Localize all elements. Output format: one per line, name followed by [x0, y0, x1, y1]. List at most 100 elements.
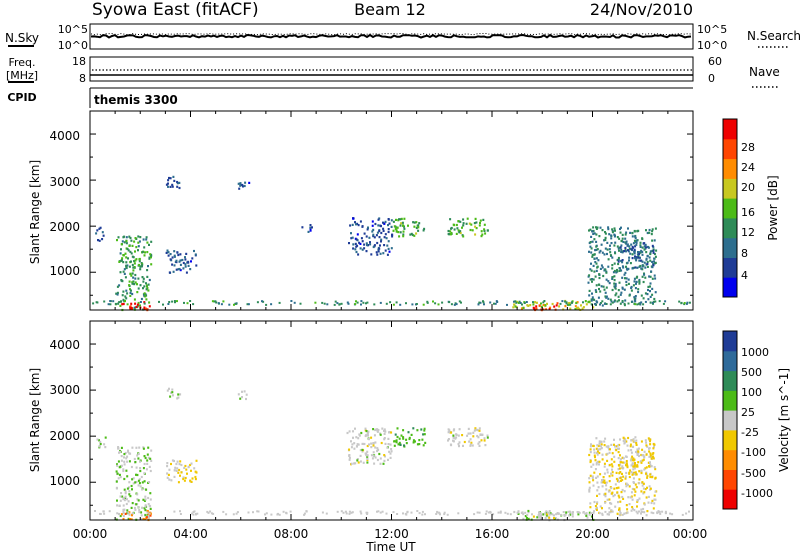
echo-cell-0-ground	[233, 303, 235, 306]
echo-cell-0-3	[175, 268, 178, 271]
echo-cell-0-12	[595, 227, 598, 230]
echo-cell-1-1	[127, 517, 130, 520]
echo-cell-1-11	[649, 443, 652, 446]
echo-cell-0-10	[568, 302, 571, 305]
echo-cell-1-1	[126, 509, 129, 512]
echo-cell-0-ground	[540, 302, 542, 305]
echo-cell-0-7	[351, 223, 354, 226]
echo-cell-0-12	[614, 252, 617, 255]
echo-cell-0-12	[603, 239, 606, 242]
echo-cell-0-11	[535, 307, 538, 310]
echo-cell-1-2	[122, 518, 125, 521]
echo-cell-1-6	[362, 461, 365, 464]
echo-cell-0-9	[450, 232, 453, 235]
echo-cell-0-ground	[235, 302, 238, 305]
echo-cell-1-8	[448, 430, 451, 433]
echo-cell-1-11	[606, 468, 609, 471]
echo-cell-0-7	[352, 247, 355, 250]
echo-cell-1-11	[596, 444, 599, 447]
echo-cell-1-11	[628, 475, 631, 479]
xtick-0800: 08:00	[274, 527, 309, 541]
echo-cell-0-12	[630, 289, 633, 292]
echo-cell-1-1	[147, 503, 150, 506]
echo-cell-0-13	[620, 244, 623, 247]
echo-cell-1-11	[654, 468, 657, 471]
echo-cell-1-12	[645, 453, 648, 456]
echo-cell-1-ground	[476, 511, 479, 514]
echo-cell-0-13	[646, 262, 649, 265]
echo-cell-0-12	[602, 274, 605, 278]
echo-cell-0-12	[639, 241, 642, 244]
echo-cell-0-ground	[453, 303, 456, 306]
echo-cell-1-6	[383, 459, 386, 462]
echo-cell-0-12	[625, 277, 628, 280]
echo-cell-0-7	[366, 243, 368, 246]
echo-cell-1-1	[115, 480, 118, 483]
echo-cell-1-8	[470, 441, 473, 444]
echo-cell-1-1	[123, 477, 126, 481]
echo-cell-1-8	[454, 437, 457, 440]
echo-cell-1-ground	[127, 511, 130, 514]
echo-cell-1-ground	[621, 513, 624, 516]
echo-cell-0-1	[138, 257, 141, 261]
echo-cell-0-ground	[373, 303, 376, 306]
echo-cell-1-ground	[195, 513, 197, 516]
echo-cell-1-8	[481, 433, 484, 436]
echo-cell-1-6	[370, 436, 373, 439]
echo-cell-0-3	[179, 259, 182, 262]
echo-cell-0-ground	[651, 301, 654, 304]
echo-cell-0-7	[378, 230, 381, 233]
echo-cell-0-12	[617, 258, 620, 261]
echo-cell-0-7	[355, 238, 358, 241]
echo-cell-1-11	[601, 507, 603, 510]
echo-cell-1-1	[119, 476, 122, 479]
echo-cell-1-12	[640, 461, 643, 464]
echo-cell-1-12	[633, 473, 636, 476]
echo-cell-0-ground	[601, 300, 604, 303]
echo-cell-0-9	[480, 230, 483, 233]
echo-cell-0-ground	[565, 301, 568, 304]
echo-cell-1-2	[131, 514, 133, 517]
echo-cell-1-ground	[103, 512, 106, 515]
echo-cell-1-ground	[138, 511, 141, 514]
echo-cell-1-3	[178, 468, 181, 472]
echo-cell-1-1	[144, 514, 147, 517]
echo-cell-1-9	[549, 512, 552, 515]
echo-cell-0-7	[361, 248, 364, 251]
echo-cell-0-12	[607, 226, 610, 229]
power-ylabel: Slant Range [km]	[28, 160, 42, 264]
echo-cell-0-3	[171, 256, 174, 259]
echo-cell-1-11	[645, 441, 648, 444]
echo-cell-1-1	[128, 460, 131, 463]
echo-cell-0-13	[649, 250, 652, 253]
echo-cell-0-12	[644, 266, 647, 269]
echo-cell-0-ground	[174, 301, 176, 304]
echo-cell-0-1	[134, 237, 137, 240]
echo-cell-1-7	[407, 431, 410, 434]
echo-cell-0-6	[311, 226, 313, 229]
echo-cell-1-ground	[376, 510, 378, 513]
echo-cell-0-9	[459, 220, 462, 223]
echo-cell-1-1	[144, 509, 147, 512]
echo-cell-1-6	[368, 443, 370, 446]
echo-cell-0-7	[380, 240, 382, 243]
echo-cell-1-11	[618, 508, 620, 511]
echo-cell-1-11	[616, 512, 619, 515]
echo-cell-0-1	[138, 240, 141, 243]
echo-cell-0-ground	[385, 302, 388, 305]
echo-cell-1-8	[472, 435, 475, 438]
echo-cell-1-6	[374, 441, 377, 444]
echo-cell-0-12	[645, 229, 647, 232]
echo-cell-1-4	[171, 388, 174, 391]
echo-cell-0-ground	[326, 303, 329, 306]
echo-cell-0-11	[555, 304, 558, 307]
echo-cell-1-ground	[688, 510, 690, 513]
echo-cell-1-1	[127, 500, 130, 503]
echo-cell-0-9	[461, 234, 464, 237]
echo-cell-0-1	[137, 235, 140, 238]
echo-cell-0-1	[133, 260, 136, 263]
echo-cell-0-12	[589, 241, 592, 244]
echo-cell-1-11	[646, 445, 649, 448]
echo-cell-0-12	[615, 292, 618, 295]
echo-cell-1-11	[632, 445, 635, 448]
